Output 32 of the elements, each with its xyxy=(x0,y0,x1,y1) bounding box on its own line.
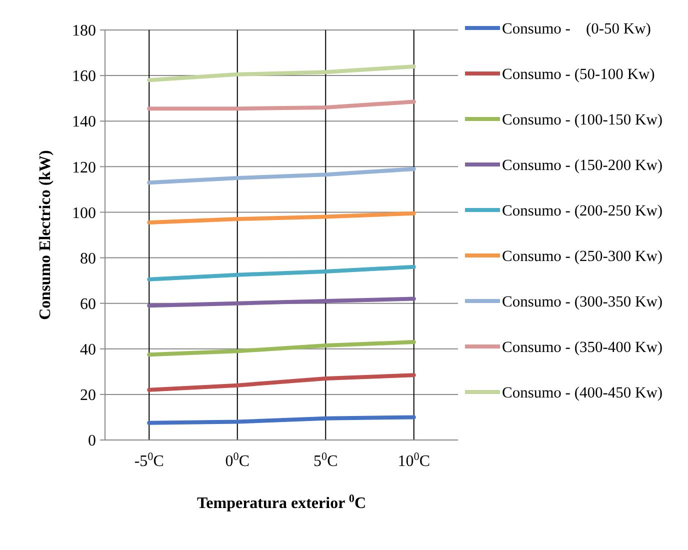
x-axis-title: Temperatura exterior $^{0}$C xyxy=(196,493,366,512)
legend-label: Consumo - (0-50 Kw) xyxy=(502,20,651,38)
x-tick-label: 5$^{0}$C xyxy=(313,451,338,470)
x-tick-label: -5$^{0}$C xyxy=(134,451,164,470)
legend-label: Consumo - (50-100 Kw) xyxy=(502,66,655,83)
line-series xyxy=(147,373,416,392)
line-series xyxy=(147,166,416,185)
legend-label: Consumo - (400-450 Kw) xyxy=(502,384,663,402)
line-series xyxy=(147,264,416,282)
y-tick-label: 80 xyxy=(80,250,96,268)
line-series xyxy=(147,340,416,357)
y-axis-title: Consumo Electrico (kW) xyxy=(37,150,54,320)
x-tick-label: 0$^{0}$C xyxy=(225,451,250,470)
y-tick-label: 120 xyxy=(72,159,96,176)
y-tick-label: 180 xyxy=(72,22,96,40)
x-tick-label: 10$^{0}$C xyxy=(398,451,430,470)
y-tick-label: 160 xyxy=(72,68,96,86)
y-tick-label: 20 xyxy=(80,387,96,404)
line-series xyxy=(147,64,416,82)
y-tick-label: 40 xyxy=(80,341,96,358)
legend-label: Consumo - (200-250 Kw) xyxy=(502,202,663,220)
legend-label: Consumo - (100-150 Kw) xyxy=(502,111,663,128)
y-tick-label: 140 xyxy=(72,114,96,131)
legend-label: Consumo - (250-300 Kw) xyxy=(502,248,663,265)
y-tick-label: 100 xyxy=(72,204,96,222)
legend-label: Consumo - (350-400 Kw) xyxy=(502,338,663,356)
legend-label: Consumo - (300-350 Kw) xyxy=(502,293,663,310)
line-series xyxy=(147,296,416,308)
y-tick-label: 0 xyxy=(88,432,96,450)
legend-label: Consumo - (150-200 Kw) xyxy=(502,156,663,174)
y-tick-label: 60 xyxy=(80,296,96,313)
line-series xyxy=(147,211,416,224)
